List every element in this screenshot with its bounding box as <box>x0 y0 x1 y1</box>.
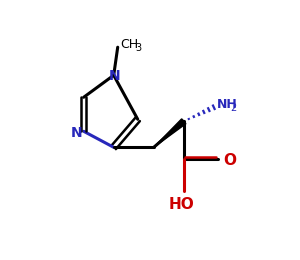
Text: 3: 3 <box>135 43 141 53</box>
Text: O: O <box>223 153 236 168</box>
Text: N: N <box>109 69 121 83</box>
Text: N: N <box>71 126 83 140</box>
Polygon shape <box>154 119 186 147</box>
Text: CH: CH <box>121 38 139 51</box>
Text: NH: NH <box>217 98 238 111</box>
Text: 2: 2 <box>230 103 237 113</box>
Text: HO: HO <box>169 197 195 212</box>
